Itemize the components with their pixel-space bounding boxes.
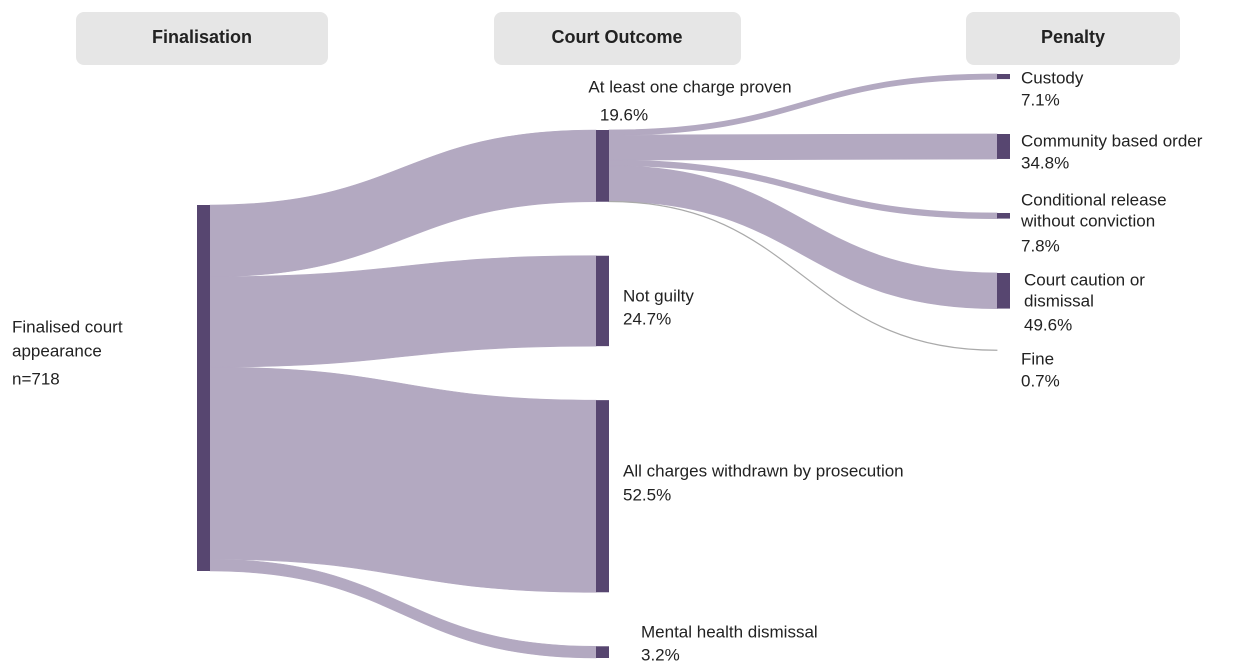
penalty-value-label: 0.7% (1021, 371, 1060, 390)
penalty-value-label: 7.1% (1021, 90, 1060, 109)
column-header: Penalty (1041, 27, 1105, 47)
link (608, 73, 998, 136)
penalty-label: Fine (1021, 349, 1054, 368)
outcome-label: Not guilty (623, 286, 694, 305)
outcome-node (596, 400, 609, 593)
penalty-label: Conditional release (1021, 190, 1167, 209)
header-box (966, 12, 1180, 65)
penalty-label: dismissal (1024, 291, 1094, 310)
outcome-label: Mental health dismissal (641, 622, 818, 641)
source-node (197, 205, 210, 571)
column-header: Finalisation (152, 27, 252, 47)
outcome-node (596, 255, 609, 347)
outcome-node (596, 130, 609, 202)
outcome-node (596, 646, 609, 658)
column-header: Court Outcome (551, 27, 682, 47)
penalty-node (997, 213, 1010, 219)
outcome-value-label: 24.7% (623, 309, 671, 328)
penalty-value-label: 49.6% (1024, 315, 1072, 334)
source-label: appearance (12, 341, 102, 360)
outcome-value-label: 52.5% (623, 485, 671, 504)
source-label: Finalised court (12, 317, 123, 336)
source-total: n=718 (12, 369, 60, 388)
penalty-label: Court caution or (1024, 270, 1145, 289)
penalty-node (997, 74, 1010, 80)
link (608, 133, 998, 161)
outcome-label: All charges withdrawn by prosecution (623, 461, 904, 480)
outcome-value-label: 3.2% (641, 645, 680, 664)
penalty-label: without conviction (1020, 211, 1155, 230)
outcome-label: At least one charge proven (588, 77, 791, 96)
penalty-label: Community based order (1021, 131, 1203, 150)
outcome-value-label: 19.6% (600, 105, 648, 124)
penalty-value-label: 34.8% (1021, 153, 1069, 172)
header-box (76, 12, 328, 65)
penalty-node (997, 134, 1010, 159)
link (608, 200, 998, 351)
penalty-value-label: 7.8% (1021, 236, 1060, 255)
penalty-label: Custody (1021, 68, 1084, 87)
header-box (494, 12, 741, 65)
link (209, 366, 597, 593)
penalty-node (997, 273, 1010, 309)
link (209, 129, 597, 278)
